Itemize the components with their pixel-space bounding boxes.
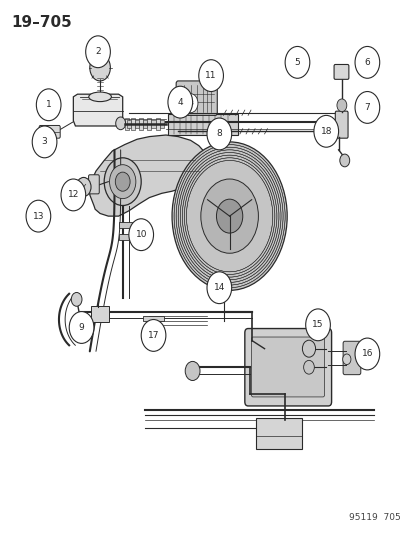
FancyBboxPatch shape (244, 328, 331, 406)
Text: 18: 18 (186, 101, 194, 106)
Circle shape (285, 46, 309, 78)
Circle shape (183, 94, 197, 113)
Bar (143, 316, 164, 321)
Bar (143, 120, 147, 127)
Text: 15: 15 (311, 320, 323, 329)
FancyBboxPatch shape (251, 337, 324, 397)
Text: 3: 3 (42, 138, 47, 147)
Circle shape (128, 219, 153, 251)
FancyBboxPatch shape (333, 64, 348, 79)
Bar (139, 118, 143, 130)
Circle shape (198, 60, 223, 92)
Text: 4: 4 (177, 98, 183, 107)
Circle shape (301, 340, 315, 357)
Text: 14: 14 (213, 283, 225, 292)
Circle shape (200, 179, 258, 253)
FancyBboxPatch shape (342, 341, 360, 375)
Circle shape (303, 360, 313, 374)
Circle shape (185, 361, 199, 381)
Circle shape (115, 117, 125, 130)
FancyBboxPatch shape (176, 81, 217, 115)
Circle shape (36, 89, 61, 120)
Bar (119, 222, 131, 228)
Circle shape (90, 54, 110, 81)
Circle shape (342, 354, 350, 365)
Circle shape (109, 165, 135, 199)
Text: 7: 7 (363, 103, 369, 112)
Circle shape (339, 154, 349, 167)
Circle shape (206, 118, 231, 150)
Bar (131, 118, 135, 130)
Circle shape (85, 36, 110, 68)
Circle shape (26, 200, 51, 232)
Text: 18: 18 (320, 127, 331, 136)
Circle shape (32, 126, 57, 158)
Text: 1: 1 (46, 100, 52, 109)
Text: 8: 8 (216, 130, 222, 139)
Text: 16: 16 (361, 350, 372, 359)
Circle shape (354, 92, 379, 123)
Polygon shape (90, 135, 206, 216)
Text: 12: 12 (67, 190, 79, 199)
Bar (159, 120, 164, 127)
Bar (126, 120, 131, 127)
Circle shape (206, 272, 231, 304)
Text: 19–705: 19–705 (12, 14, 72, 30)
Bar (151, 120, 155, 127)
Circle shape (71, 293, 82, 306)
Text: 2: 2 (95, 47, 101, 56)
Circle shape (69, 312, 94, 343)
Text: 11: 11 (205, 71, 216, 80)
Circle shape (76, 177, 91, 197)
Circle shape (218, 278, 229, 292)
Text: 9: 9 (78, 323, 84, 332)
Circle shape (313, 115, 338, 147)
Text: 6: 6 (363, 58, 369, 67)
Bar (155, 118, 159, 130)
FancyBboxPatch shape (39, 125, 60, 138)
FancyBboxPatch shape (91, 306, 109, 321)
Text: 95119  705: 95119 705 (348, 513, 399, 522)
Text: 13: 13 (33, 212, 44, 221)
FancyBboxPatch shape (335, 111, 347, 138)
Circle shape (354, 338, 379, 370)
Circle shape (104, 158, 141, 206)
Circle shape (305, 309, 330, 341)
Circle shape (61, 179, 85, 211)
Text: 5: 5 (294, 58, 299, 67)
Text: 17: 17 (147, 331, 159, 340)
Bar (119, 233, 131, 240)
Circle shape (115, 172, 130, 191)
Polygon shape (73, 94, 122, 126)
Bar (135, 120, 139, 127)
Ellipse shape (88, 92, 111, 102)
Circle shape (354, 46, 379, 78)
Bar (256, 418, 301, 449)
Circle shape (172, 142, 287, 290)
Circle shape (336, 99, 346, 112)
Bar (168, 114, 237, 135)
Circle shape (141, 319, 166, 351)
Text: 10: 10 (135, 230, 147, 239)
Bar (124, 118, 128, 130)
FancyBboxPatch shape (88, 175, 99, 194)
Bar (147, 118, 151, 130)
Circle shape (216, 199, 242, 233)
Circle shape (168, 86, 192, 118)
